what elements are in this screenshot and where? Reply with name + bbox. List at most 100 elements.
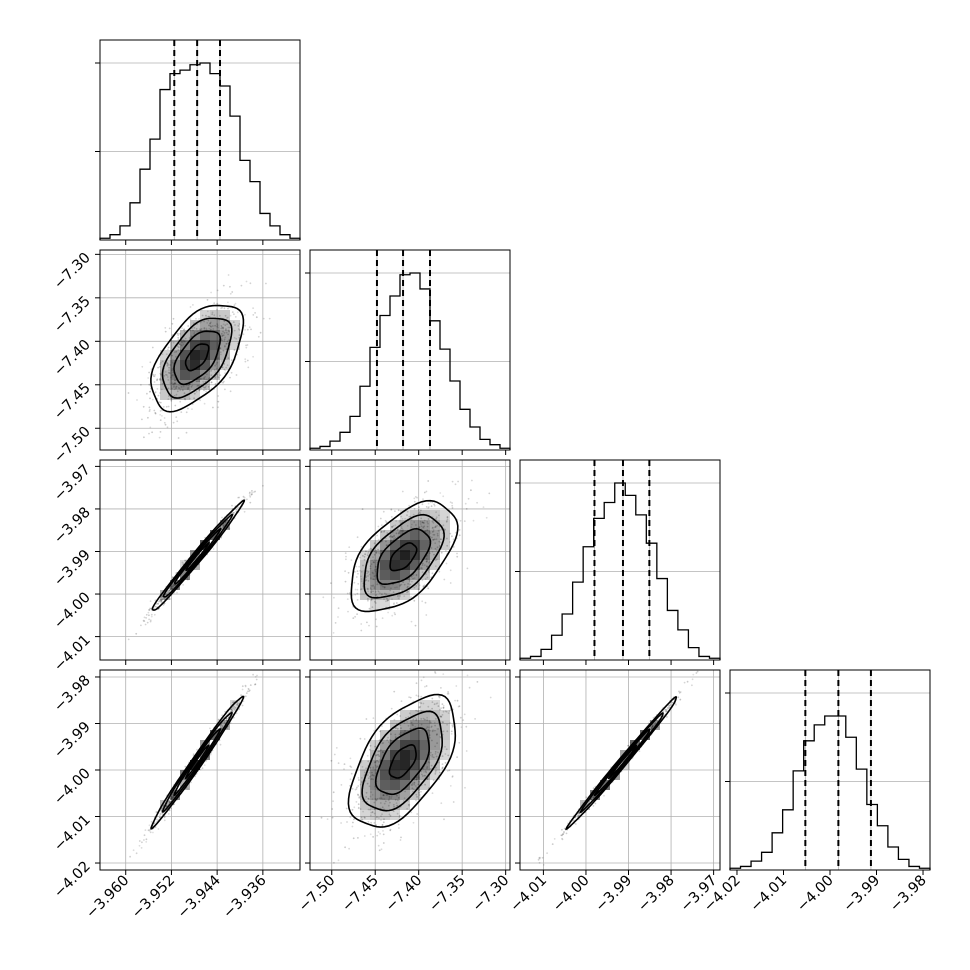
scatter-point bbox=[200, 387, 202, 390]
density-cell bbox=[210, 360, 220, 370]
scatter-point bbox=[203, 402, 206, 405]
scatter-point bbox=[456, 552, 458, 555]
scatter-point bbox=[360, 629, 363, 632]
scatter-point bbox=[379, 517, 382, 520]
scatter-point bbox=[145, 841, 148, 843]
scatter-point bbox=[162, 406, 165, 408]
scatter-frame bbox=[99, 459, 301, 661]
scatter-point bbox=[171, 587, 174, 590]
scatter-point bbox=[182, 385, 185, 388]
scatter-point bbox=[148, 614, 150, 617]
scatter-point bbox=[211, 325, 214, 327]
scatter-point bbox=[425, 506, 428, 508]
scatter-point bbox=[167, 405, 170, 408]
scatter-point bbox=[146, 621, 149, 624]
scatter-point bbox=[373, 542, 376, 545]
scatter-point bbox=[166, 362, 168, 364]
scatter-point bbox=[414, 624, 417, 627]
scatter-point bbox=[349, 778, 352, 781]
scatter-point bbox=[216, 373, 219, 376]
scatter-point bbox=[184, 337, 187, 340]
scatter-point bbox=[393, 602, 395, 605]
scatter-point bbox=[390, 516, 393, 518]
scatter-point bbox=[189, 329, 192, 332]
scatter-point bbox=[183, 392, 186, 395]
scatter-point bbox=[695, 672, 698, 674]
scatter-point bbox=[371, 606, 374, 608]
scatter-point bbox=[248, 326, 251, 329]
density-cell bbox=[230, 320, 240, 330]
scatter-point bbox=[202, 380, 205, 383]
density-cell bbox=[370, 600, 380, 610]
density-cell bbox=[230, 330, 240, 340]
scatter-point bbox=[148, 618, 151, 621]
scatter-point bbox=[147, 377, 150, 379]
scatter-point bbox=[165, 405, 168, 408]
scatter-point bbox=[449, 532, 452, 535]
scatter-point bbox=[451, 504, 454, 507]
density-cell bbox=[220, 310, 230, 320]
scatter-point bbox=[143, 834, 146, 837]
scatter-point bbox=[241, 688, 244, 691]
scatter-point bbox=[171, 354, 174, 357]
density-cell bbox=[400, 760, 410, 770]
scatter-point bbox=[254, 675, 257, 678]
scatter-point bbox=[214, 382, 217, 385]
scatter-point bbox=[410, 596, 412, 598]
density-cell bbox=[210, 350, 220, 360]
density-cell bbox=[180, 390, 190, 400]
scatter-point bbox=[415, 574, 418, 577]
scatter-point bbox=[225, 329, 227, 332]
scatter-point bbox=[244, 324, 246, 327]
scatter-point bbox=[214, 324, 217, 327]
scatter-point bbox=[245, 280, 248, 283]
density-cell bbox=[160, 590, 170, 600]
scatter-point bbox=[215, 367, 218, 370]
density-cell bbox=[430, 540, 440, 550]
scatter-point bbox=[158, 600, 161, 602]
scatter-point bbox=[459, 519, 462, 522]
scatter-point bbox=[181, 561, 184, 564]
scatter-point bbox=[160, 361, 162, 364]
scatter-point bbox=[165, 373, 167, 376]
scatter-point bbox=[149, 397, 151, 400]
scatter-point bbox=[141, 365, 144, 368]
scatter-point bbox=[395, 602, 398, 604]
scatter-point bbox=[385, 600, 387, 603]
scatter-point bbox=[238, 496, 241, 499]
scatter-point bbox=[452, 538, 455, 541]
scatter-point bbox=[370, 589, 373, 591]
scatter-point bbox=[159, 599, 161, 601]
scatter-point bbox=[445, 562, 448, 565]
scatter-point bbox=[177, 437, 180, 439]
scatter-point bbox=[203, 386, 206, 389]
scatter-point bbox=[198, 330, 201, 332]
scatter-point bbox=[216, 361, 219, 364]
scatter-point bbox=[394, 510, 396, 513]
scatter-point bbox=[691, 678, 694, 681]
scatter-point bbox=[173, 584, 176, 586]
scatter-point bbox=[159, 379, 162, 381]
scatter-point bbox=[397, 532, 400, 535]
scatter-point bbox=[142, 405, 145, 408]
density-cell bbox=[410, 730, 420, 740]
scatter-point bbox=[378, 849, 381, 852]
scatter-point bbox=[354, 788, 357, 791]
density-cell bbox=[220, 340, 230, 350]
scatter-point bbox=[377, 831, 380, 833]
scatter-point bbox=[151, 346, 154, 349]
scatter-point bbox=[226, 323, 229, 325]
scatter-point bbox=[220, 307, 222, 310]
scatter-point bbox=[135, 852, 138, 855]
scatter-point bbox=[576, 814, 579, 817]
scatter-point bbox=[222, 326, 225, 329]
density-cell bbox=[380, 780, 390, 790]
scatter-point bbox=[192, 329, 194, 332]
scatter-point bbox=[207, 378, 210, 381]
scatter-point bbox=[129, 855, 132, 858]
scatter-point bbox=[177, 386, 180, 389]
scatter-point bbox=[351, 808, 354, 811]
scatter-point bbox=[463, 520, 466, 522]
scatter-point bbox=[173, 584, 176, 586]
scatter-point bbox=[235, 337, 238, 340]
